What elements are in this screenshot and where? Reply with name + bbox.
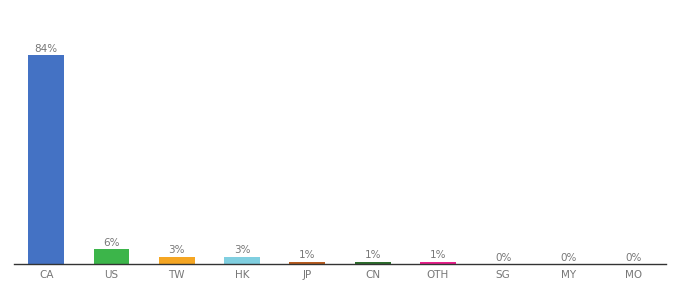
Text: 1%: 1%	[364, 250, 381, 260]
Text: 6%: 6%	[103, 238, 120, 248]
Text: 84%: 84%	[35, 44, 58, 54]
Bar	[420, 262, 456, 264]
Bar	[355, 262, 390, 264]
Text: 0%: 0%	[626, 253, 642, 262]
Text: 3%: 3%	[169, 245, 185, 255]
Bar	[224, 256, 260, 264]
Text: 1%: 1%	[299, 250, 316, 260]
Text: 1%: 1%	[430, 250, 446, 260]
Text: 3%: 3%	[234, 245, 250, 255]
Text: 0%: 0%	[560, 253, 577, 262]
Bar	[290, 262, 325, 264]
Bar	[159, 256, 194, 264]
Text: 0%: 0%	[495, 253, 511, 262]
Bar	[94, 249, 129, 264]
Bar	[29, 55, 64, 264]
